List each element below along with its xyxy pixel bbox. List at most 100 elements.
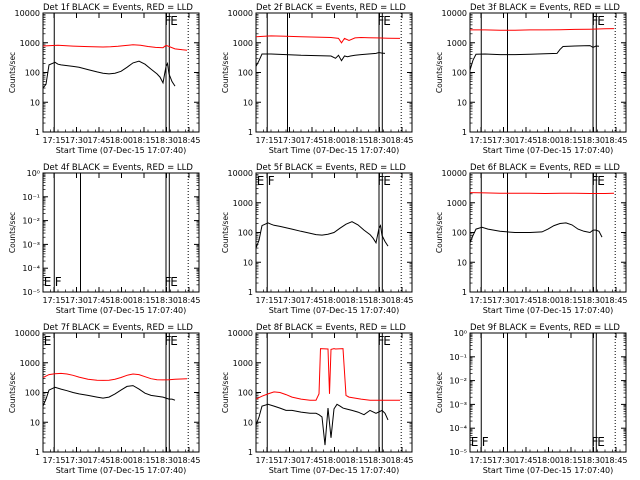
x-tick-label: 18:15 [132, 456, 155, 465]
x-tick-label: 18:45 [390, 456, 413, 465]
event-marker-label: E [383, 174, 391, 188]
x-axis-label: Start Time (07-Dec-15 17:07:40) [269, 146, 400, 155]
y-tick-label: 1000 [233, 359, 253, 368]
x-tick-label: 18:45 [177, 456, 200, 465]
event-marker-label: E [597, 435, 605, 449]
event-marker-label: E [44, 275, 52, 289]
x-tick-label: 17:15 [42, 456, 65, 465]
x-tick-label: 18:15 [559, 456, 582, 465]
events-series-line [43, 385, 176, 407]
event-marker-label: E [257, 174, 265, 188]
plot-frame [42, 332, 200, 453]
x-tick-label: 18:30 [155, 136, 178, 145]
event-marker-label: E [170, 14, 178, 28]
x-tick-label: 17:15 [469, 456, 492, 465]
x-tick-label: 18:45 [604, 136, 627, 145]
y-axis-label: Counts/sec [221, 52, 230, 93]
y-tick-label: 10000 [442, 169, 467, 178]
y-tick-label: 100 [238, 69, 253, 78]
x-tick-label: 17:30 [492, 456, 515, 465]
y-axis-label: Counts/sec [221, 372, 230, 413]
panel-title: Det 2f BLACK = Events, RED = LLD [256, 3, 406, 13]
x-tick-label: 18:15 [132, 136, 155, 145]
y-tick-label: 1 [248, 128, 253, 137]
event-marker-label: E [383, 334, 391, 348]
y-tick-label: 1 [248, 448, 253, 457]
x-axis-label: Start Time (07-Dec-15 17:07:40) [483, 306, 614, 315]
panel-det-5f: Det 5f BLACK = Events, RED = LLD 1 10 100 10… [221, 163, 414, 315]
x-tick-label: 17:45 [300, 456, 323, 465]
y-tick-label: 1000 [447, 39, 467, 48]
event-marker-label: F [592, 14, 599, 28]
x-tick-label: 17:30 [65, 456, 88, 465]
panel-title: Det 9f BLACK = Events, RED = LLD [470, 323, 620, 333]
panel-title: Det 7f BLACK = Events, RED = LLD [43, 323, 193, 333]
y-tick-label: 10⁻³ [22, 240, 40, 249]
x-tick-label: 17:45 [87, 136, 110, 145]
x-tick-label: 18:30 [155, 296, 178, 305]
x-tick-label: 18:45 [604, 296, 627, 305]
data-area [256, 333, 402, 452]
data-area [43, 13, 189, 132]
data-area [53, 173, 189, 292]
y-tick-label: 1000 [233, 39, 253, 48]
events-series-line [256, 221, 389, 249]
data-area [43, 333, 189, 452]
y-tick-label: 10000 [228, 169, 253, 178]
x-tick-label: 17:15 [255, 296, 278, 305]
y-tick-label: 100 [238, 389, 253, 398]
y-tick-label: 10⁻³ [449, 400, 467, 409]
events-series-line [43, 60, 176, 89]
event-marker-label: F [378, 174, 385, 188]
event-marker-label: E [597, 14, 605, 28]
y-tick-label: 1000 [447, 199, 467, 208]
x-tick-label: 17:45 [514, 296, 537, 305]
x-tick-label: 17:45 [87, 456, 110, 465]
event-marker-label: E [170, 275, 178, 289]
panel-det-7f: Det 7f BLACK = Events, RED = LLD 1 10 100 10… [8, 323, 201, 475]
panel-det-2f: Det 2f BLACK = Events, RED = LLD 1 10 100 10… [221, 3, 414, 155]
x-tick-label: 18:15 [345, 456, 368, 465]
x-tick-label: 17:30 [65, 296, 88, 305]
event-marker-label: F [378, 14, 385, 28]
x-tick-label: 18:45 [177, 296, 200, 305]
x-tick-label: 18:30 [368, 136, 391, 145]
x-tick-label: 17:15 [255, 456, 278, 465]
x-tick-label: 18:00 [110, 136, 133, 145]
x-tick-label: 17:45 [514, 456, 537, 465]
x-tick-label: 18:45 [390, 136, 413, 145]
lld-series-line [256, 348, 400, 401]
x-tick-label: 17:15 [469, 296, 492, 305]
x-axis-label: Start Time (07-Dec-15 17:07:40) [56, 306, 187, 315]
panel-title: Det 6f BLACK = Events, RED = LLD [470, 163, 620, 173]
x-tick-label: 18:30 [368, 456, 391, 465]
y-tick-label: 10000 [442, 9, 467, 18]
y-axis-label: Counts/sec [8, 372, 17, 413]
plot-frame [469, 172, 627, 293]
x-tick-label: 18:45 [604, 456, 627, 465]
panel-det-4f: Det 4f BLACK = Events, RED = LLD 10⁻⁵ 10⁻⁴… [8, 163, 201, 315]
data-area [256, 173, 402, 292]
x-tick-label: 18:15 [345, 136, 368, 145]
x-tick-label: 18:00 [537, 136, 560, 145]
y-tick-label: 10⁻⁵ [449, 448, 467, 457]
x-tick-label: 18:00 [537, 296, 560, 305]
y-axis-label: Counts/sec [8, 52, 17, 93]
event-marker-label: F [165, 14, 172, 28]
x-tick-label: 18:30 [155, 456, 178, 465]
x-tick-label: 18:30 [582, 136, 605, 145]
y-tick-label: 10000 [228, 9, 253, 18]
panel-title: Det 1f BLACK = Events, RED = LLD [43, 3, 193, 13]
x-tick-label: 18:45 [390, 296, 413, 305]
y-tick-label: 10 [457, 258, 467, 267]
y-tick-label: 10 [457, 98, 467, 107]
event-marker-label: E [170, 334, 178, 348]
y-axis-label: Counts/sec [221, 212, 230, 253]
y-tick-label: 10⁻² [22, 217, 40, 226]
y-tick-label: 10⁻¹ [449, 353, 467, 362]
x-tick-label: 18:30 [582, 296, 605, 305]
y-tick-label: 10 [30, 98, 40, 107]
y-tick-label: 100 [25, 69, 40, 78]
x-tick-label: 18:00 [323, 456, 346, 465]
event-marker-label: E [44, 334, 52, 348]
